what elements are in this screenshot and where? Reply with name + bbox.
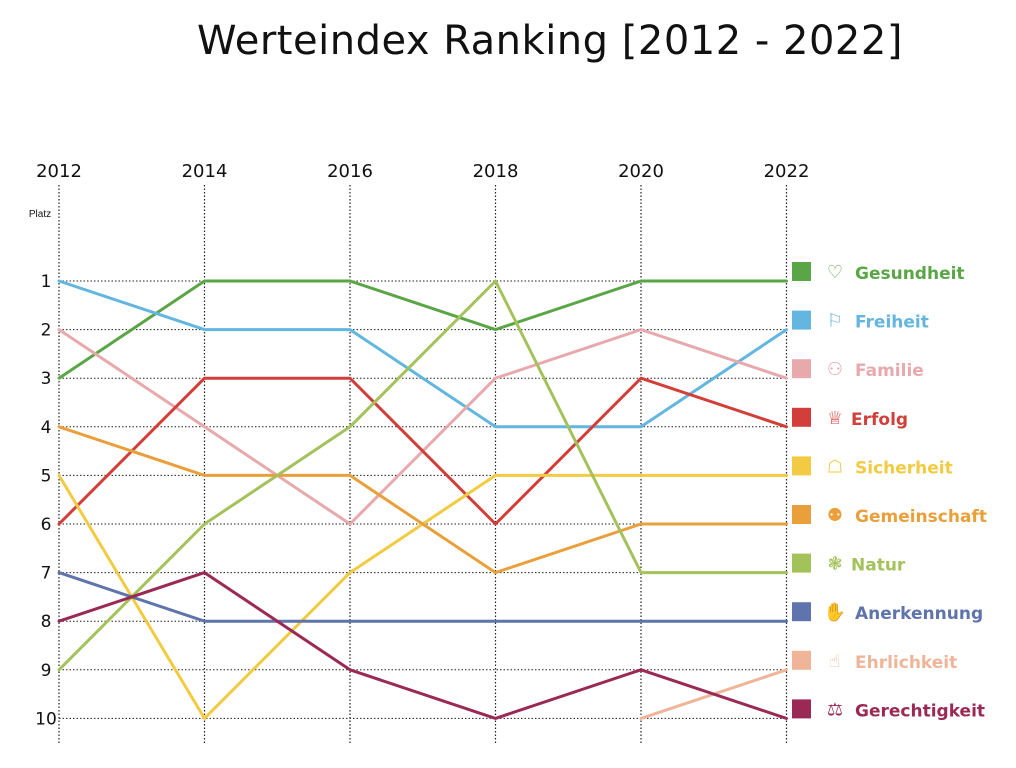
x-tick-label: 2020 [618,161,664,182]
series-line [57,376,788,526]
group-icon: ⚉ [827,505,843,526]
series-line [57,279,788,672]
y-tick-label: 3 [41,369,52,389]
series-line [57,571,788,720]
flag-icon: ⚐ [827,311,843,332]
y-tick-label: 1 [41,272,52,292]
y-tick-label: 7 [41,564,52,584]
x-tick-label: 2016 [327,161,373,182]
legend-label: Familie [855,361,924,381]
scales-icon: ⚖ [827,699,843,720]
series-line [57,571,788,623]
legend: ♡ Gesundheit ⚐ Freiheit ⚇ Familie ♕ Erfolg ☖ Sich… [792,262,987,721]
heart-pulse-icon: ♡ [827,262,843,283]
x-tick-label: 2012 [36,161,82,182]
legend-label: Erfolg [851,410,908,430]
legend-label: Sicherheit [855,458,953,478]
legend-label: Gesundheit [855,264,965,284]
legend-label: Natur [851,556,906,576]
x-tick-label: 2022 [764,161,810,182]
legend-label: Freiheit [855,313,929,333]
legend-label: Anerkennung [855,604,983,624]
y-tick-label: 9 [41,661,52,681]
nature-icon: ❃ [827,554,842,575]
chart-title: Werteindex Ranking [2012 - 2022] [197,18,903,64]
legend-swatch [792,310,811,330]
y-tick-label: 2 [41,321,52,341]
legend-swatch [792,650,811,670]
legend-swatch [792,699,811,719]
trophy-icon: ♕ [827,408,843,429]
series-lines [57,279,788,720]
legend-label: Gerechtigkeit [855,701,985,721]
lock-icon: ☖ [827,456,843,477]
family-icon: ⚇ [827,359,843,380]
y-axis-label: Platz [29,209,51,220]
series-line [57,279,788,429]
axes: 1 2 3 4 5 6 7 8 9 10 Platz 2012 2014 2016 2018 2020 2022 [29,161,810,729]
legend-swatch [792,602,811,622]
y-tick-label: 10 [35,709,57,729]
y-tick-label: 4 [41,418,52,438]
legend-swatch [792,505,811,524]
x-tick-label: 2018 [473,161,519,182]
x-tick-label: 2014 [182,161,228,182]
grid [58,185,788,745]
legend-swatch [792,553,811,573]
legend-swatch [792,359,811,379]
legend-swatch [792,407,811,427]
y-tick-label: 6 [41,515,52,535]
legend-label: Gemeinschaft [855,507,987,527]
legend-swatch [792,262,811,281]
legend-swatch [792,456,811,476]
y-tick-label: 5 [41,466,52,486]
hand-icon: ☝ [830,651,841,672]
thumbs-up-icon: ✋ [824,601,846,623]
y-tick-label: 8 [41,612,52,632]
series-line [57,425,788,575]
series-line [57,279,788,380]
legend-label: Ehrlichkeit [855,653,957,673]
